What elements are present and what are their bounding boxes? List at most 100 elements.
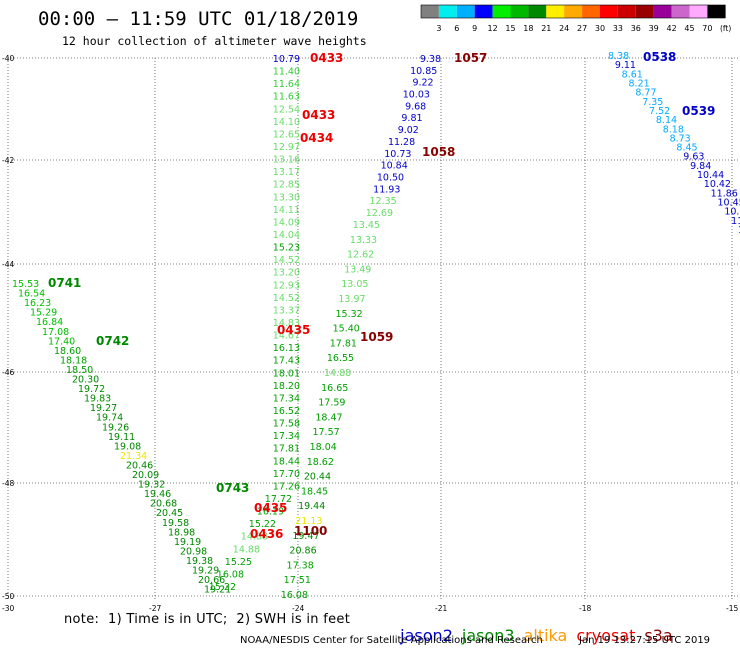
swh-value: 12.35: [369, 196, 396, 207]
swh-value: 19.44: [298, 501, 325, 512]
swh-value: 13.45: [353, 220, 380, 231]
scale-swatch: [689, 5, 708, 18]
swh-value: 9.81: [401, 113, 422, 124]
swh-value: 10.45: [717, 198, 740, 209]
swh-value: 18.98: [168, 527, 195, 538]
scale-swatch: [600, 5, 618, 18]
time-labels: 0433 0433 0434 0435 0435 0436 1057 1058 1059 1100…: [48, 50, 715, 541]
swh-value: 9.38: [420, 54, 441, 65]
swh-value: 15.32: [336, 309, 363, 320]
time-label: 0433: [302, 108, 335, 122]
scale-swatch: [653, 5, 672, 18]
time-label: 0538: [643, 50, 676, 64]
time-label: 0743: [216, 481, 249, 495]
swh-value: 20.68: [150, 499, 177, 510]
swh-value: 9.63: [683, 152, 704, 163]
swh-value: 13.97: [338, 294, 365, 305]
swh-value: 13.05: [341, 279, 368, 290]
swh-value: 19.46: [144, 489, 171, 500]
swh-value: 13.37: [273, 305, 300, 316]
lat-label: -44: [2, 260, 14, 269]
swh-value: 11.93: [373, 184, 400, 195]
swh-value: 21.13: [295, 516, 322, 527]
swh-value: 17.26: [273, 481, 300, 492]
swh-value: 17.40: [48, 336, 75, 347]
swh-value: 18.04: [310, 442, 337, 453]
swh-value: 13.16: [273, 155, 300, 166]
scale-tick-label: 36: [631, 24, 641, 33]
swh-value: 19.27: [90, 403, 117, 414]
scale-tick-label: 15: [505, 24, 515, 33]
scale-swatch: [456, 5, 475, 18]
scale-swatch: [582, 5, 600, 18]
lon-label: -15: [726, 604, 738, 612]
swh-value: 20.30: [72, 375, 99, 386]
swh-value: 10.7: [724, 207, 740, 218]
swh-value: 14.88: [324, 368, 351, 379]
time-label: 0741: [48, 276, 81, 290]
swh-value: 18.45: [301, 486, 328, 497]
swh-value: 20.44: [304, 472, 331, 483]
lon-label: -30: [2, 604, 14, 612]
swh-value: 17.72: [265, 494, 292, 505]
scale-swatch: [492, 5, 511, 18]
time-label: 0435: [254, 501, 287, 515]
swh-value: 12.54: [273, 104, 300, 115]
footer-credit: NOAA/NESDIS Center for Satellite Applica…: [240, 635, 543, 646]
swh-value: 14.67: [273, 331, 300, 342]
swh-value: 19.74: [96, 413, 123, 424]
swh-value: 18.18: [60, 355, 87, 366]
swh-value: 14.83: [273, 318, 300, 329]
swh-value: 14.04: [273, 230, 300, 241]
swh-value: 20.09: [132, 470, 159, 481]
swh-value: 11.64: [273, 79, 300, 90]
swh-value: 19.26: [102, 422, 129, 433]
swh-value: 18.44: [273, 456, 300, 467]
swh-value: 19.29: [192, 566, 219, 577]
swh-value: 16.19: [257, 507, 284, 518]
swh-value: 17.81: [330, 338, 357, 349]
swh-value: 13.49: [344, 264, 371, 275]
time-label: 0434: [300, 131, 333, 145]
swh-value: 10.50: [377, 172, 404, 183]
swh-value: 16.65: [321, 383, 348, 394]
swh-value: 9.22: [412, 78, 433, 89]
swh-value: 9.84: [690, 161, 711, 172]
swh-value: 20.86: [289, 546, 316, 557]
time-label: 0539: [682, 104, 715, 118]
swh-value: 19.21: [204, 585, 231, 596]
swh-value: 14.52: [273, 293, 300, 304]
swh-value: 17.34: [273, 393, 300, 404]
swh-value: 14.88: [233, 544, 260, 555]
scale-tick-label: 42: [667, 24, 677, 33]
swh-value: 20.46: [126, 460, 153, 471]
swh-value: 20.45: [156, 508, 183, 519]
swh-value: 8.77: [635, 88, 656, 99]
lon-label: -18: [579, 604, 591, 612]
swh-value: 15.25: [225, 557, 252, 568]
swh-value: 17.57: [312, 427, 339, 438]
lon-label: -21: [435, 604, 447, 612]
scale-swatch: [510, 5, 529, 18]
scale-swatch: [421, 5, 439, 18]
lat-label: -40: [2, 54, 14, 63]
swh-value: 18.60: [54, 346, 81, 357]
swh-value: 16.13: [273, 343, 300, 354]
footer-timestamp: Jan 19 13:27:15 UTC 2019: [579, 635, 711, 646]
swh-value: 11.63: [273, 92, 300, 103]
scale-swatch: [528, 5, 547, 18]
satellite-s3a: s3a: [644, 626, 673, 645]
scale-tick-label: 33: [613, 24, 623, 33]
scale-tick-label: 30: [595, 24, 605, 33]
swh-value: 19.11: [108, 432, 135, 443]
swh-value: 15.29: [30, 308, 57, 319]
map-plot: -40 -42 -44 -46 -48 -50 -30 -27 -24 -21 -18 -15 15.5…: [2, 50, 740, 612]
swh-value: 15.22: [249, 519, 276, 530]
scale-tick-label: 39: [649, 24, 659, 33]
swh-value: 12.97: [273, 142, 300, 153]
swh-value: 17.59: [318, 398, 345, 409]
swh-value: 18.01: [273, 368, 300, 379]
swh-value: 12.69: [366, 208, 393, 219]
time-label: 0436: [250, 527, 283, 541]
